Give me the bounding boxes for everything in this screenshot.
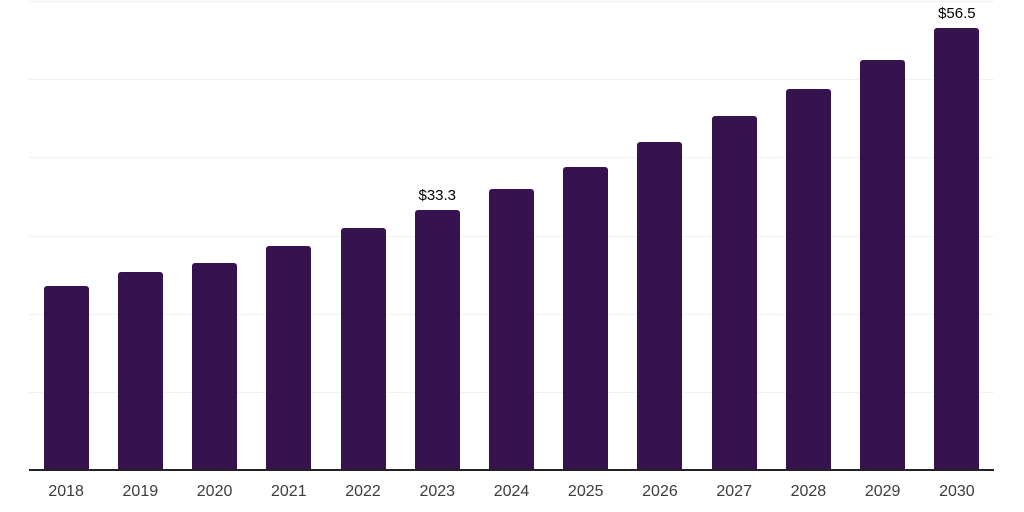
- bar-2027: [711, 115, 757, 470]
- bar-2029: [860, 59, 906, 470]
- x-tick-label-2022: 2022: [345, 483, 381, 500]
- bar-2021: [266, 245, 312, 470]
- bar-2030: [934, 28, 980, 470]
- bar-2023: [414, 209, 460, 470]
- x-tick-label-2018: 2018: [48, 483, 84, 500]
- x-tick-label-2028: 2028: [790, 483, 827, 500]
- bar-value-label-2023: $33.3: [418, 186, 457, 204]
- bar-2025: [563, 167, 609, 470]
- bar-2022: [340, 227, 386, 470]
- x-tick-label-2027: 2027: [716, 483, 752, 500]
- gridline-50: [29, 79, 994, 81]
- gridline-60: [29, 1, 994, 2]
- x-tick-label-2023: 2023: [419, 483, 456, 500]
- x-axis-line: [29, 469, 994, 471]
- bar-2019: [117, 272, 163, 470]
- x-tick-label-2020: 2020: [196, 483, 233, 500]
- gridline-40: [29, 157, 994, 159]
- x-tick-label-2024: 2024: [493, 483, 530, 500]
- x-tick-label-2021: 2021: [271, 483, 307, 500]
- bar-value-label-2030: $56.5: [938, 5, 976, 23]
- x-tick-label-2025: 2025: [567, 483, 604, 500]
- bar-2018: [43, 286, 89, 470]
- bar-2020: [192, 262, 238, 470]
- bar-2024: [489, 189, 534, 470]
- x-tick-label-2019: 2019: [122, 483, 159, 500]
- bar-2026: [637, 141, 683, 470]
- x-tick-label-2030: 2030: [939, 483, 975, 500]
- x-tick-label-2026: 2026: [642, 483, 678, 500]
- x-tick-label-2029: 2029: [864, 483, 901, 500]
- bar-2028: [785, 88, 831, 470]
